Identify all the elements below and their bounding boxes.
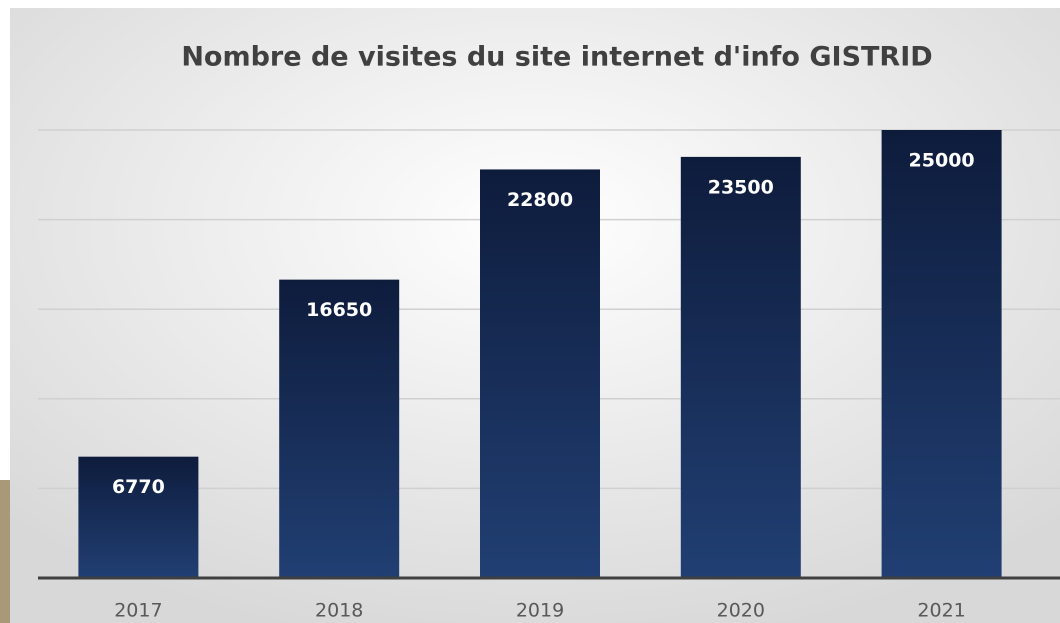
data-label: 16650 (306, 299, 372, 321)
bar (882, 130, 1002, 578)
chart-title: Nombre de visites du site internet d'inf… (181, 42, 932, 73)
data-label: 23500 (708, 176, 774, 198)
bar (279, 280, 399, 578)
x-tick-label: 2020 (717, 600, 765, 622)
x-tick-label: 2021 (917, 600, 965, 622)
data-label: 6770 (112, 476, 165, 498)
bar (681, 157, 801, 578)
page: {"chart_data": {"type": "bar", "title": … (0, 0, 1060, 623)
bar (78, 457, 198, 578)
x-tick-label: 2018 (315, 600, 363, 622)
data-label: 25000 (909, 150, 975, 172)
data-label: 22800 (507, 189, 573, 211)
chart: Nombre de visites du site internet d'inf… (0, 0, 1060, 623)
bar (480, 169, 600, 578)
x-tick-label: 2019 (516, 600, 564, 622)
x-tick-label: 2017 (114, 600, 162, 622)
